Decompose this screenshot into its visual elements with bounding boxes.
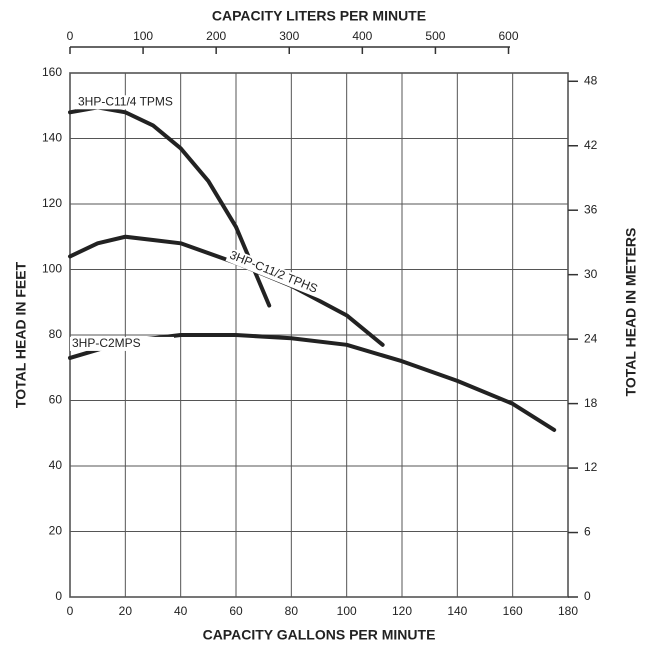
label-bg — [225, 247, 341, 305]
x2-tick-label: 0 — [67, 29, 74, 43]
x-tick-label: 60 — [229, 604, 243, 618]
x2-tick-label: 200 — [206, 29, 226, 43]
series-label: 3HP-C11/4 TPMS — [78, 94, 173, 108]
series-line — [68, 234, 385, 347]
x-tick-label: 20 — [119, 604, 133, 618]
x2-tick-label: 500 — [425, 29, 445, 43]
y2-tick-label: 24 — [584, 331, 598, 345]
x-tick-label: 0 — [67, 604, 74, 618]
y2-tick-label: 30 — [584, 267, 598, 281]
y2-tick-label: 12 — [584, 460, 598, 474]
series-label: 3HP-C11/2 TPHS — [228, 248, 320, 296]
y-axis-title: TOTAL HEAD IN FEET — [13, 261, 29, 408]
x-axis-title: CAPACITY GALLONS PER MINUTE — [203, 627, 436, 643]
y-tick-label: 120 — [42, 196, 62, 210]
y2-tick-label: 6 — [584, 525, 591, 539]
y2-tick-label: 18 — [584, 396, 598, 410]
y2-tick-label: 36 — [584, 202, 598, 216]
x-tick-label: 100 — [337, 604, 357, 618]
series-line — [68, 105, 272, 308]
x-tick-label: 40 — [174, 604, 188, 618]
x2-tick-label: 300 — [279, 29, 299, 43]
y-tick-label: 40 — [49, 458, 63, 472]
y-tick-label: 80 — [49, 327, 63, 341]
x2-tick-label: 100 — [133, 29, 153, 43]
y2-tick-label: 42 — [584, 138, 598, 152]
y2-axis-title: TOTAL HEAD IN METERS — [623, 228, 639, 397]
x-tick-label: 120 — [392, 604, 412, 618]
x2-tick-label: 400 — [352, 29, 372, 43]
series-label: 3HP-C2MPS — [72, 336, 141, 350]
x2-tick-label: 600 — [498, 29, 518, 43]
x-tick-label: 80 — [285, 604, 299, 618]
y-tick-label: 160 — [42, 65, 62, 79]
y-tick-label: 140 — [42, 131, 62, 145]
x-tick-label: 180 — [558, 604, 578, 618]
y2-tick-label: 0 — [584, 589, 591, 603]
x-tick-label: 160 — [503, 604, 523, 618]
x-tick-label: 140 — [447, 604, 467, 618]
label-bg — [70, 336, 174, 351]
y-tick-label: 20 — [49, 524, 63, 538]
top-axis-title: CAPACITY LITERS PER MINUTE — [212, 8, 426, 24]
y-tick-label: 60 — [49, 393, 63, 407]
y-tick-label: 100 — [42, 262, 62, 276]
y-tick-label: 0 — [55, 589, 62, 603]
y2-tick-label: 48 — [584, 73, 598, 87]
label-bg — [76, 95, 180, 110]
